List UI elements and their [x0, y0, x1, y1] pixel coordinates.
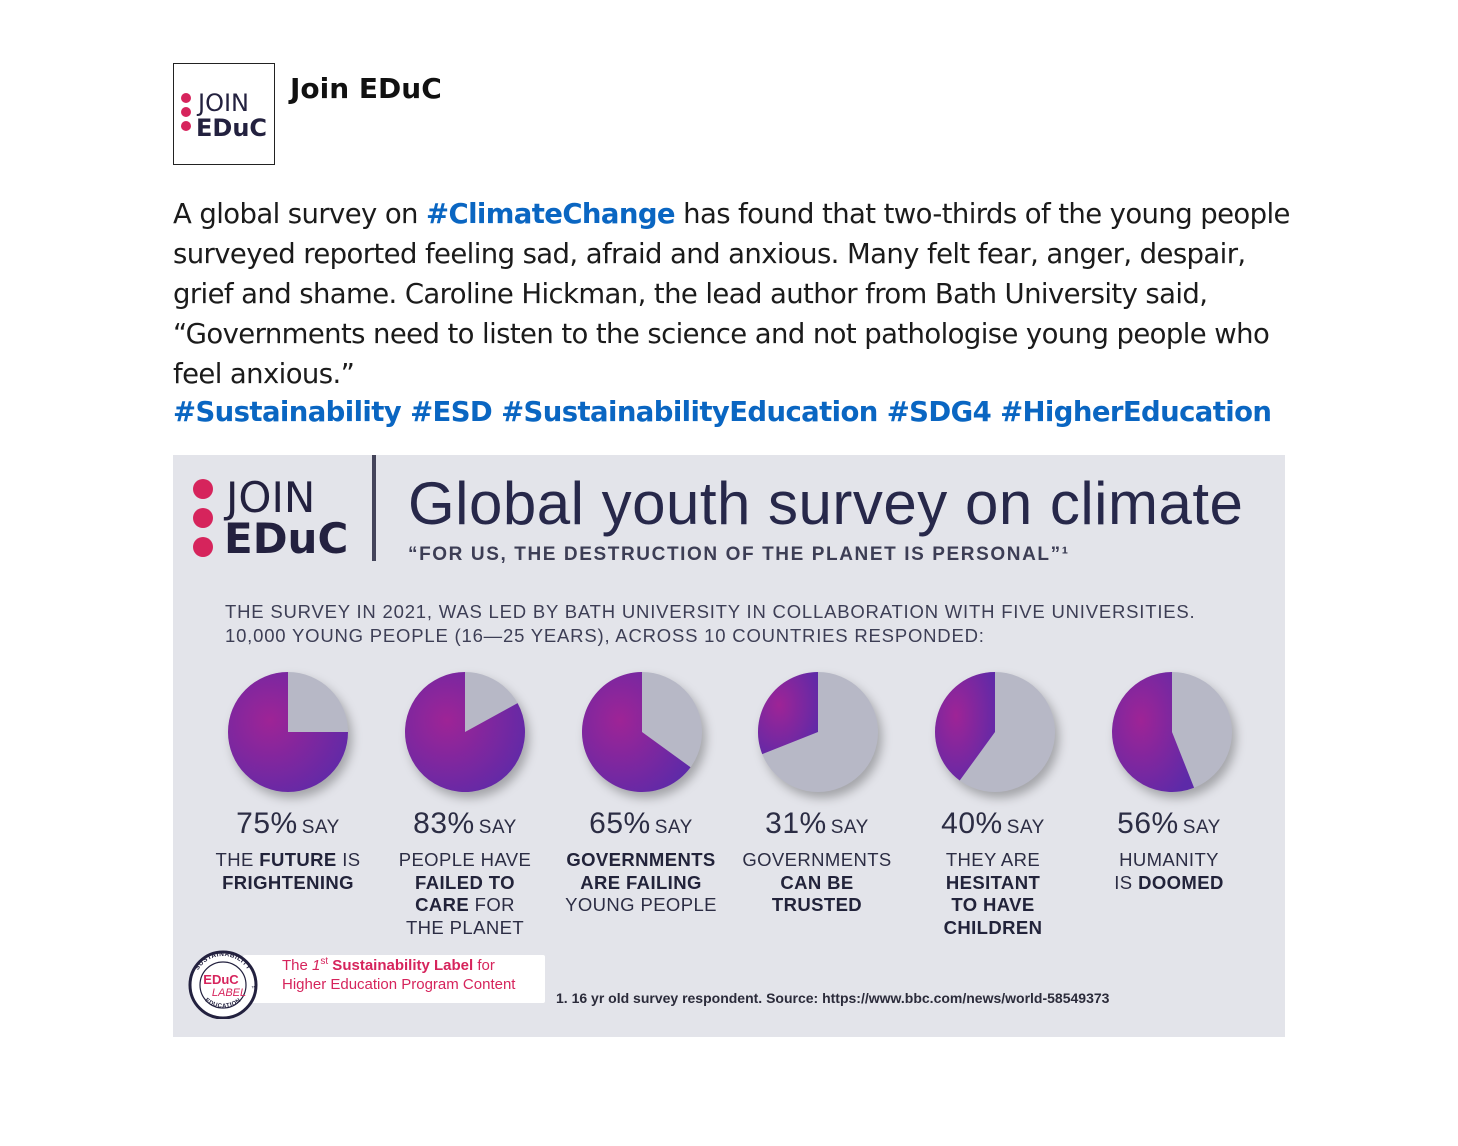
- percent-value: 65%: [589, 807, 651, 840]
- stat-description: GOVERNMENTS ARE FAILING YOUNG PEOPLE: [565, 849, 717, 915]
- pie-chart-6: [1110, 670, 1234, 794]
- educ-label-badge: SUSTAINABILITY EDUCATION EDuC LABEL ™ Th…: [185, 947, 545, 1019]
- percent-value: 31%: [765, 807, 827, 840]
- percent-value: 40%: [941, 807, 1003, 840]
- post-body-part1: A global survey on: [173, 198, 427, 230]
- source-footnote: 1. 16 yr old survey respondent. Source: …: [556, 990, 1110, 1006]
- infographic-logo-line2: EDuC: [224, 514, 349, 563]
- say-label: SAY: [478, 817, 517, 838]
- percent-line: 31% SAY: [729, 807, 905, 841]
- author-avatar[interactable]: JOIN EDuC: [173, 63, 275, 165]
- say-label: SAY: [830, 817, 869, 838]
- stat-description: GOVERNMENTS CAN BE TRUSTED: [742, 849, 892, 915]
- pie-value-slice: [228, 672, 348, 792]
- say-label: SAY: [1006, 817, 1045, 838]
- label-tagline-line1: The 1st Sustainability Label for: [282, 956, 495, 974]
- percent-value: 75%: [236, 807, 298, 840]
- infographic-logo-line1: JOIN: [226, 473, 316, 522]
- avatar-logo-line2: EDuC: [196, 114, 268, 142]
- percent-value: 83%: [413, 807, 475, 840]
- survey-intro-line1: THE SURVEY IN 2021, WAS LED BY BATH UNIV…: [225, 601, 1196, 622]
- post-body-part2: has found that two-thirds of the young p…: [173, 198, 1290, 390]
- post-body: A global survey on #ClimateChange has fo…: [173, 194, 1303, 394]
- hashtag-climatechange[interactable]: #ClimateChange: [426, 198, 676, 230]
- label-tagline-line2: Higher Education Program Content: [282, 976, 516, 993]
- avatar-logo-line1: JOIN: [198, 89, 249, 117]
- pie-value-slice: [757, 672, 818, 755]
- pie-value-slice: [1112, 672, 1195, 792]
- pie-chart-4: [756, 670, 880, 794]
- stat-description: THEY ARE HESITANT TO HAVE CHILDREN: [943, 849, 1043, 938]
- label-strip: [243, 955, 545, 1003]
- percent-line: 83% SAY: [377, 807, 553, 841]
- percent-line: 65% SAY: [553, 807, 729, 841]
- stat-label-3: 65% SAY GOVERNMENTS ARE FAILING YOUNG PEOPLE: [553, 807, 729, 917]
- stat-description: HUMANITY IS DOOMED: [1114, 849, 1224, 893]
- pie-value-slice: [405, 672, 526, 792]
- svg-text:EDuC: EDuC: [203, 972, 239, 987]
- pie-chart-2: [403, 670, 527, 794]
- percent-value: 56%: [1117, 807, 1179, 840]
- author-name[interactable]: Join EDuC: [290, 72, 442, 105]
- infographic-subtitle: “FOR US, THE DESTRUCTION OF THE PLANET I…: [408, 544, 1070, 565]
- svg-text:™: ™: [251, 985, 257, 992]
- stat-description: THE FUTURE IS FRIGHTENING: [215, 849, 361, 893]
- title-divider: [372, 455, 376, 561]
- stat-label-1: 75% SAY THE FUTURE IS FRIGHTENING: [200, 807, 376, 894]
- pie-value-slice: [582, 672, 691, 792]
- percent-line: 40% SAY: [905, 807, 1081, 841]
- stat-label-6: 56% SAY HUMANITY IS DOOMED: [1081, 807, 1257, 894]
- pie-chart-1: [226, 670, 350, 794]
- svg-text:LABEL: LABEL: [212, 987, 246, 999]
- infographic-logo: JOIN EDuC: [193, 473, 363, 563]
- say-label: SAY: [1182, 817, 1221, 838]
- stat-label-4: 31% SAY GOVERNMENTS CAN BE TRUSTED: [729, 807, 905, 917]
- pie-chart-3: [580, 670, 704, 794]
- say-label: SAY: [301, 817, 340, 838]
- say-label: SAY: [654, 817, 693, 838]
- stat-description: PEOPLE HAVE FAILED TO CARE FOR THE PLANET: [398, 849, 532, 938]
- percent-line: 75% SAY: [200, 807, 376, 841]
- infographic-title: Global youth survey on climate: [408, 470, 1244, 537]
- infographic-image: JOIN EDuC Global youth survey on climate…: [173, 455, 1285, 1037]
- pie-chart-5: [933, 670, 1057, 794]
- percent-line: 56% SAY: [1081, 807, 1257, 841]
- survey-intro-line2: 10,000 YOUNG PEOPLE (16—25 YEARS), ACROS…: [225, 625, 985, 646]
- post-hashtags[interactable]: #Sustainability #ESD #SustainabilityEduc…: [173, 396, 1272, 428]
- stat-label-2: 83% SAY PEOPLE HAVE FAILED TO CARE FOR THE PL…: [377, 807, 553, 939]
- pie-value-slice: [934, 672, 995, 781]
- educ-label-seal-icon: SUSTAINABILITY EDUCATION EDuC LABEL ™: [188, 950, 258, 1019]
- logo-dots-icon: [181, 93, 191, 131]
- logo-dots-icon: [193, 479, 213, 557]
- stat-label-5: 40% SAY THEY ARE HESITANT TO HAVE CHILDREN: [905, 807, 1081, 939]
